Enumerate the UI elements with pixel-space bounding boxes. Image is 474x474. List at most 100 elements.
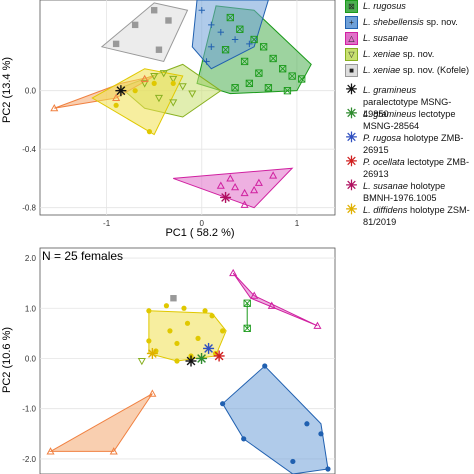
legend-label: L. shebellensis sp. nov. [363,16,471,28]
data-point-3-4 [178,83,187,91]
x-tick-label: 1 [295,219,300,228]
star-icon: ✳ [345,200,358,217]
data-point-3-0 [140,80,149,88]
data-point-5-2 [109,447,118,455]
legend-species-name: L. rugosus [363,1,406,11]
data-point-2-0 [226,174,235,182]
data-point-6-4 [170,80,176,86]
data-point-3-5 [154,94,164,103]
legend-item-susanae_holo: ✳ L. susanae holotype BMNH-1976.1005 [345,178,471,204]
data-point-1-3 [231,36,239,43]
data-point-4-0 [170,295,177,302]
data-point-6-4 [209,313,215,319]
top-y-axis-label: PC2 (13.4 %) [1,57,13,123]
data-point-1-2 [304,421,310,427]
data-point-0-7 [298,75,306,83]
data-point-5-0 [50,104,59,112]
data-point-1-6 [241,436,247,442]
legend-species-name: P. rugosa [363,133,402,143]
y-tick-label: -2.0 [22,455,36,464]
data-point-0-2 [250,35,258,44]
type-specimen-0 [115,85,127,97]
data-point-6-8 [174,358,180,364]
type-specimen-4 [146,347,158,359]
star-icon: ✳ [345,104,358,121]
legend-specimen-info: holotype ZMB-26915 [363,133,464,155]
data-point-0-13 [240,57,249,66]
star-icon: ✳ [345,128,358,145]
data-point-2-7 [240,200,249,208]
legend-item-xeniae_kofele: ■ L. xeniae sp. nov. (Kofele) [345,64,471,77]
legend-swatch: △ [345,32,358,45]
data-point-6-0 [113,102,119,108]
data-point-2-2 [240,188,249,197]
legend-species-name: L. gramineus [363,109,417,119]
legend-label: L. xeniae sp. nov. [363,48,471,60]
legend-item-gramineus_lecto: ✳ L. gramineus lectotype MSNG-28564 [345,104,471,132]
data-point-2-5 [269,171,278,179]
y-tick-label: -0.8 [22,204,36,213]
data-point-1-6 [203,58,210,65]
type-specimen-2 [203,342,215,354]
legend-species-name: L. gramineus [363,85,417,95]
hull-6 [91,68,184,136]
legend-species-name: L. susanae [363,181,408,191]
legend-swatch: ▽ [345,48,358,61]
data-point-3-3 [169,75,178,84]
data-point-0-11 [264,84,273,92]
data-point-2-3 [267,301,276,309]
data-point-0-3 [259,43,268,51]
legend-specimen-info: sp. nov. (Kofele) [400,65,470,75]
data-point-0-10 [231,84,239,92]
data-point-1-4 [208,43,215,51]
data-point-5-0 [46,447,55,455]
legend-item-ocellata_lecto: ✳ P. ocellata lectotype ZMB-26913 [345,154,471,180]
legend-swatch: + [345,16,358,29]
data-point-6-2 [151,80,157,86]
legend-specimen-info: lectotype ZMB-26913 [363,157,470,179]
data-point-6-0 [146,308,152,314]
data-point-5-1 [148,389,157,397]
data-point-0-0 [243,299,251,307]
data-point-4-4 [155,46,163,53]
star-icon: ✳ [345,80,358,97]
data-point-6-1 [163,303,170,309]
legend-item-rugosus: ⊠ L. rugosus [345,0,471,13]
data-point-2-4 [254,178,263,186]
legend-specimen-info: paralectotype MSNG-49850 [363,97,452,119]
legend-label: P. rugosa holotype ZMB-26915 [363,132,471,156]
legend-item-diffidens_holo: ✳ L. diffidens holotype ZSM-81/2019 [345,200,471,228]
data-point-1-2 [217,28,225,36]
data-point-0-1 [236,25,244,33]
type-specimen-1 [185,355,197,367]
data-point-3-2 [159,70,168,78]
y-tick-label: 2.0 [25,254,37,263]
legend: ⊠ L. rugosus + L. shebellensis sp. nov. △ L. … [345,0,474,232]
legend-specimen-info: lectotype MSNG-28564 [363,109,456,131]
data-point-3-6 [169,99,178,107]
legend-specimen-info: sp. nov. [423,17,458,27]
bottom-y-axis-label: PC2 (10.6 %) [1,327,13,393]
data-point-3-0 [137,357,146,366]
data-point-6-5 [220,328,226,334]
legend-species-name: L. susanae [363,33,408,43]
bottom-plot-area: 2.0 1.0 0.0 -1.0 -2.0 [22,247,336,474]
data-point-6-13 [195,335,201,341]
data-point-4-2 [150,7,158,14]
top-pca-chart: 0.0 -0.4 -0.8 -1 0 1 PC2 (13.4 %) PC1 ( 58.2 … [1,0,336,239]
data-point-0-14 [221,46,230,54]
data-point-0-5 [279,65,287,73]
y-tick-label: 0.0 [25,87,37,96]
x-tick-label: 0 [200,219,205,228]
data-point-6-1 [132,88,138,94]
bottom-pca-chart: 2.0 1.0 0.0 -1.0 -2.0 N = 25 females PC2 (10… [1,247,336,474]
data-point-6-6 [212,350,219,357]
data-point-6-11 [167,328,173,334]
data-point-6-3 [146,129,153,135]
type-specimen-3 [213,350,225,362]
legend-specimen-info: sp. nov. [400,49,435,59]
legend-label: L. diffidens holotype ZSM-81/2019 [363,204,471,228]
data-point-6-2 [181,305,187,311]
data-point-2-0 [229,268,238,277]
data-point-2-3 [250,185,259,194]
